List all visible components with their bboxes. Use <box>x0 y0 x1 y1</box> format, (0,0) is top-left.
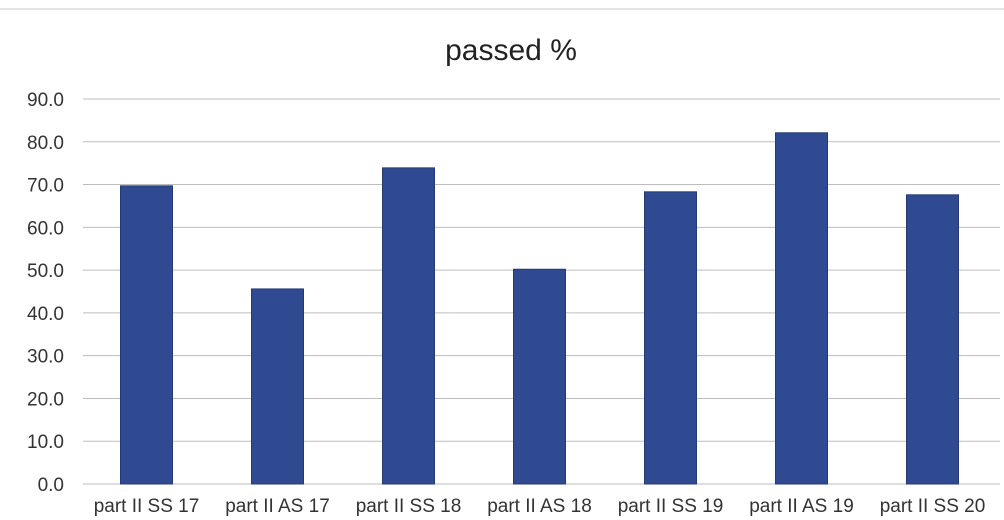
bar <box>644 191 697 485</box>
x-tick-label: part II SS 19 <box>618 496 724 517</box>
bar <box>775 132 828 485</box>
y-tick-label: 30.0 <box>27 347 64 368</box>
y-tick-label: 40.0 <box>27 304 64 325</box>
y-axis-ticks: 0.0 10.0 20.0 30.0 40.0 50.0 60.0 70.0 80.0 90.0 <box>27 90 64 496</box>
bar <box>513 268 566 485</box>
x-tick-label: part II SS 18 <box>356 496 462 517</box>
x-tick-label: part II AS 18 <box>487 496 592 517</box>
y-tick-label: 50.0 <box>27 261 64 282</box>
y-tick-label: 70.0 <box>27 176 64 197</box>
x-tick-label: part II SS 17 <box>94 496 200 517</box>
bar <box>906 194 959 485</box>
x-axis-ticks: part II SS 17 part II AS 17 part II SS 18 p… <box>94 496 986 517</box>
bar <box>251 288 304 485</box>
bar <box>120 185 173 485</box>
y-tick-label: 20.0 <box>27 389 64 410</box>
x-tick-label: part II AS 19 <box>749 496 854 517</box>
y-tick-label: 0.0 <box>38 475 64 496</box>
y-tick-label: 90.0 <box>27 90 64 111</box>
bars <box>120 132 959 485</box>
y-tick-label: 80.0 <box>27 133 64 154</box>
bar <box>382 167 435 485</box>
y-tick-label: 10.0 <box>27 432 64 453</box>
x-tick-label: part II SS 20 <box>880 496 986 517</box>
x-tick-label: part II AS 17 <box>225 496 330 517</box>
y-tick-label: 60.0 <box>27 218 64 239</box>
chart-title: passed % <box>445 34 577 67</box>
